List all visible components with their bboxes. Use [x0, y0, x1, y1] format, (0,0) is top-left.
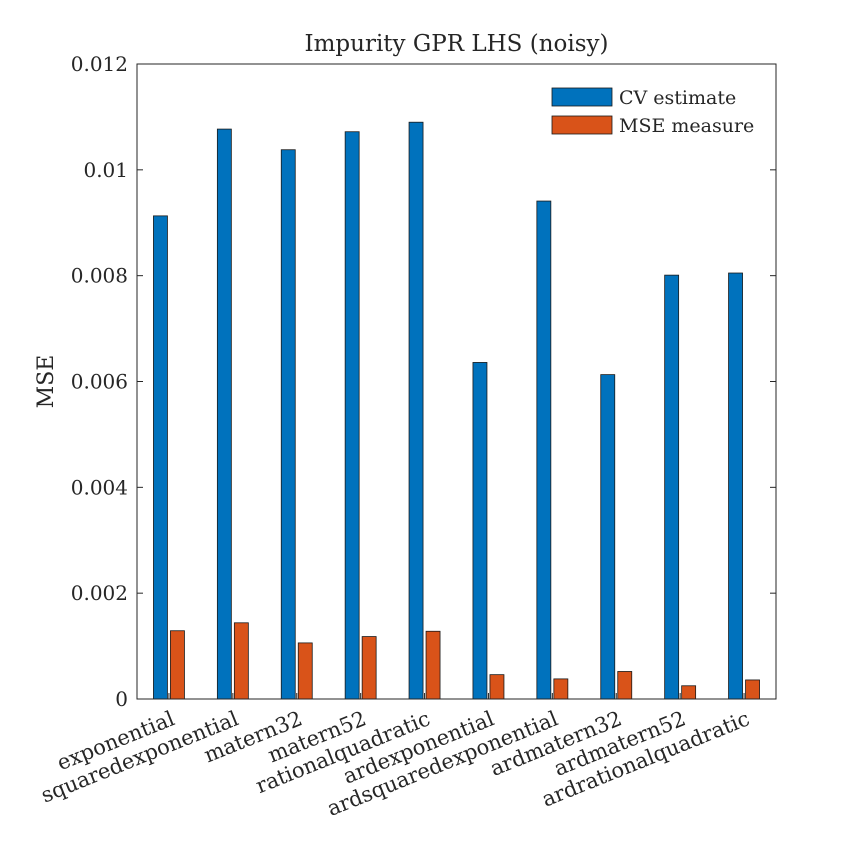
legend: CV estimate MSE measure — [551, 87, 754, 137]
plot-area — [137, 64, 776, 699]
y-tick-label: 0.002 — [71, 581, 128, 605]
legend-label: MSE measure — [619, 115, 754, 137]
bar-mse-measure — [297, 642, 313, 700]
y-tick-label: 0 — [115, 687, 128, 711]
y-tick-label: 0.008 — [71, 264, 128, 288]
bar-cv-estimate — [153, 215, 168, 700]
bar-mse-measure — [361, 636, 377, 700]
y-tick-label: 0.012 — [71, 52, 128, 76]
legend-label: CV estimate — [619, 87, 736, 109]
y-axis-ticks: 0 0.002 0.004 0.006 0.008 0.01 0.012 — [71, 52, 776, 711]
bar-mse-measure — [617, 671, 633, 700]
axes-box — [136, 63, 777, 700]
bar-mse-measure — [745, 679, 760, 700]
bar-cv-estimate — [664, 274, 680, 700]
bars-group — [153, 121, 760, 700]
legend-swatch — [551, 87, 613, 107]
bar-mse-measure — [233, 622, 249, 700]
legend-swatch — [551, 115, 613, 135]
bar-mse-measure — [681, 685, 697, 700]
bar-cv-estimate — [600, 374, 616, 700]
bar-cv-estimate — [536, 200, 552, 700]
bar-mse-measure — [489, 674, 505, 700]
bar-cv-estimate — [280, 149, 296, 700]
bar-mse-measure — [425, 630, 441, 700]
bar-cv-estimate — [344, 131, 360, 700]
bar-mse-measure — [170, 630, 185, 700]
bar-cv-estimate — [728, 272, 743, 700]
y-axis-label: MSE — [34, 355, 59, 409]
y-tick-label: 0.01 — [83, 158, 128, 182]
bar-cv-estimate — [408, 121, 424, 700]
bar-cv-estimate — [216, 128, 232, 700]
bar-mse-measure — [553, 678, 569, 700]
y-tick-label: 0.004 — [71, 475, 128, 499]
chart-title: Impurity GPR LHS (noisy) — [305, 31, 609, 57]
y-tick-label: 0.006 — [71, 370, 128, 394]
bar-cv-estimate — [472, 362, 488, 700]
